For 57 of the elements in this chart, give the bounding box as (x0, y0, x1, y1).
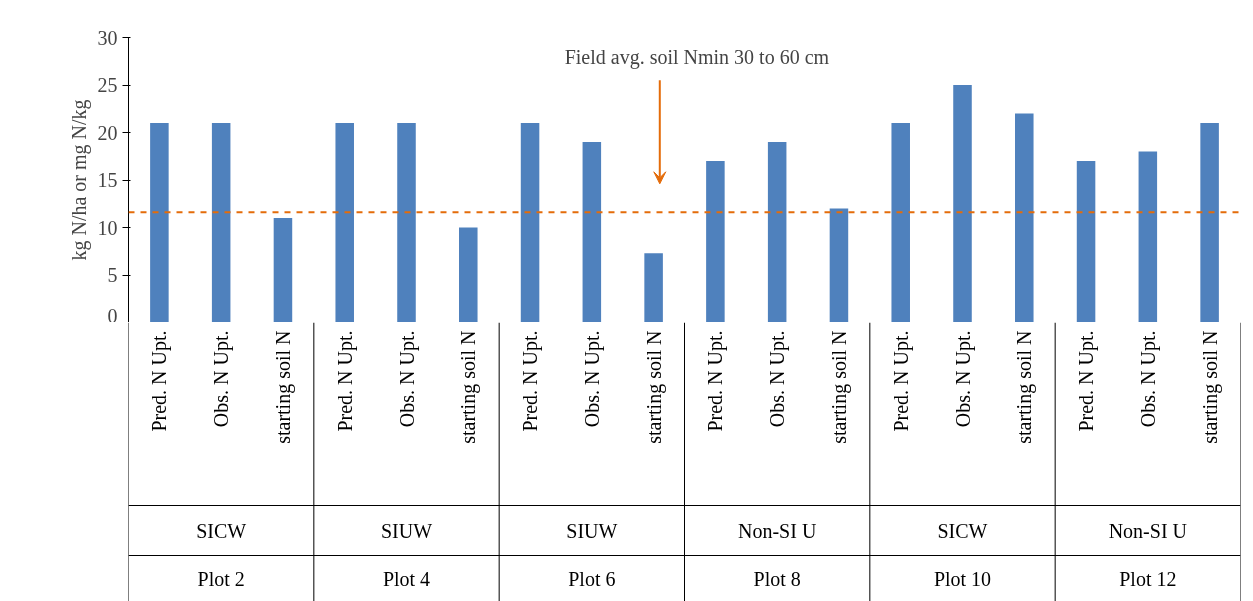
text: Plot 4 (382, 567, 431, 590)
x-tick-label: starting soil N (1013, 330, 1037, 444)
text: Plot 10 (933, 567, 992, 590)
x-tick-label: Pred. N Upt. (333, 330, 357, 432)
y-tick-label: 25 (97, 74, 118, 96)
bar (1200, 123, 1219, 322)
x-tick-label: starting soil N (271, 330, 295, 444)
bar (829, 208, 849, 322)
bar (150, 123, 169, 322)
text: Plot 6 (568, 567, 616, 590)
x-tick-label: starting soil N (642, 330, 666, 444)
text: SIUW (566, 519, 618, 542)
text: Non-SI U (738, 519, 817, 542)
text: Non-SI U (1108, 519, 1188, 542)
annotation: Field avg. soil Nmin 30 to 60 cm (564, 46, 830, 70)
text: SICW (937, 519, 988, 542)
x-tick-label: Pred. N Upt. (148, 330, 172, 432)
bar (273, 218, 293, 322)
text: Plot 8 (753, 567, 801, 590)
text: SICW (196, 519, 247, 542)
x-tick-label: starting soil N (457, 330, 481, 444)
x-tick-label: Obs. N Upt. (1136, 330, 1160, 428)
x-tick-label: Pred. N Upt. (519, 330, 543, 432)
x-tick-label: Pred. N Upt. (1075, 330, 1099, 432)
x-tick-label: Pred. N Upt. (889, 330, 913, 432)
text: Plot 12 (1119, 567, 1177, 590)
bar (953, 85, 972, 322)
y-tick-label: 5 (107, 264, 118, 286)
bar (891, 123, 910, 322)
bar (706, 161, 725, 322)
x-tick-label: Pred. N Upt. (704, 330, 728, 432)
bar (335, 123, 354, 322)
bar (459, 227, 478, 322)
x-tick-label: starting soil N (1198, 330, 1222, 444)
bar (1015, 113, 1034, 322)
x-tick-label: Obs. N Upt. (395, 330, 419, 428)
x-tick-label: Obs. N Upt. (951, 330, 975, 428)
bar (520, 123, 540, 322)
y-tick-label: 15 (97, 169, 118, 191)
bar (1138, 151, 1158, 322)
text: SIUW (380, 519, 433, 542)
bar (582, 142, 602, 322)
bar (1076, 161, 1096, 322)
bar (767, 142, 787, 322)
x-tick-label: Obs. N Upt. (210, 330, 234, 428)
y-tick-label: 30 (97, 26, 118, 49)
x-tick-label: Obs. N Upt. (766, 330, 790, 428)
y-tick-label: 10 (97, 216, 118, 239)
y-tick-label: 0 (107, 304, 118, 327)
bar (397, 123, 416, 322)
bar (644, 253, 663, 322)
bar (211, 123, 231, 322)
text: Plot 2 (197, 567, 245, 590)
y-axis-title: kg N/ha or mg N/kg (67, 99, 91, 261)
x-tick-label: starting soil N (827, 330, 851, 444)
y-tick-label: 20 (97, 121, 118, 144)
x-tick-label: Obs. N Upt. (580, 330, 604, 428)
